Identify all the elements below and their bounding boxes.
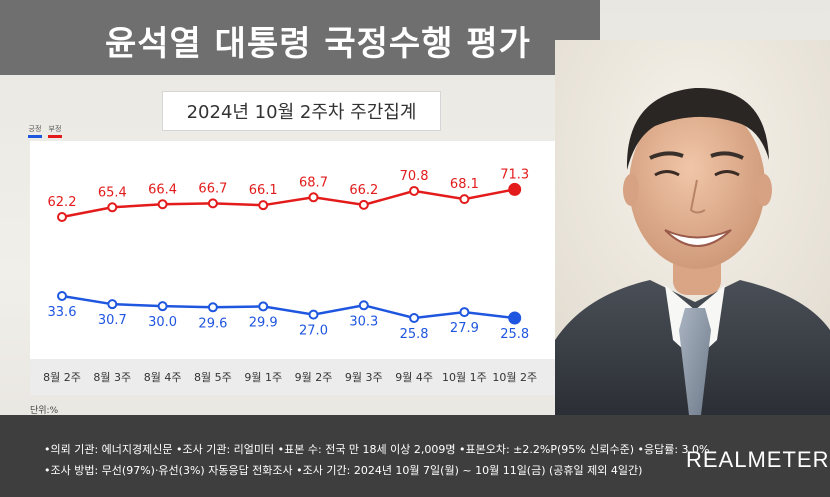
data-point-negative [409,185,420,196]
x-tick-label: 9월 2주 [295,371,333,384]
data-point-positive [57,291,67,301]
x-tick-layer: 8월 2주 8월 3주 8월 4주 8월 5주 9월 1주 9월 2주 9월 3주 9월 4주… [43,371,537,384]
data-point-negative [207,198,218,209]
data-label-negative: 66.7 [198,181,227,196]
unit-label: 단위:% [30,406,59,416]
legend-swatch-negative [48,135,62,138]
data-point-negative [157,199,168,210]
legend-label-positive: 긍정 [28,125,42,133]
legend-item-negative: 부정 [48,124,62,138]
data-label-negative: 66.1 [249,183,278,198]
series-line-positive [61,294,515,320]
data-point-positive [207,302,218,313]
data-point-negative [459,194,470,205]
series-line-negative [61,188,515,219]
data-label-positive: 27.9 [450,321,479,336]
president-portrait [555,40,830,415]
survey-info-line1: •의뢰 기관: 에너지경제신문 •조사 기관: 리얼미터 •표본 수: 전국 만… [44,443,710,456]
data-label-negative: 62.2 [48,195,77,210]
x-tick-label: 8월 4주 [144,371,182,384]
data-label-negative: 68.1 [450,177,479,192]
chart-title: 윤석열 대통령 국정수행 평가 [105,24,531,64]
data-point-positive [459,307,470,318]
data-point-positive [258,301,269,312]
x-tick-label: 10월 1주 [442,371,487,384]
x-tick-label: 9월 3주 [345,371,383,384]
data-label-positive: 30.7 [98,313,127,328]
data-point-negative [508,182,522,196]
data-point-negative [308,192,319,203]
series-layer: 62.2 65.4 66.4 66.7 66.1 68.7 66.2 70.8 68.1 71.3… [48,167,530,342]
data-label-negative: 70.8 [400,169,429,184]
data-label-positive: 25.8 [500,327,529,342]
data-point-positive [157,301,168,312]
data-label-negative: 71.3 [500,167,529,182]
data-point-negative [57,212,67,222]
data-label-positive: 29.9 [249,315,278,330]
survey-info-line2: •조사 방법: 무선(97%)·유선(3%) 자동응답 전화조사 •조사 기간:… [44,464,643,477]
data-point-positive [308,309,319,320]
brand-logo: REALMETER [686,447,830,472]
data-label-positive: 30.0 [148,315,177,330]
chart-panel [30,141,598,359]
data-label-negative: 66.4 [148,182,177,197]
x-tick-label: 8월 5주 [194,371,232,384]
x-tick-label: 8월 3주 [93,371,131,384]
data-point-positive [107,299,118,310]
x-axis-area [30,359,598,395]
data-point-positive [358,300,369,311]
data-point-negative [258,200,269,211]
legend: 긍정 부정 [28,124,62,138]
data-point-negative [358,199,369,210]
chart-subtitle: 2024년 10월 2주차 주간집계 [162,91,441,131]
data-label-positive: 25.8 [400,327,429,342]
data-label-positive: 27.0 [299,324,328,339]
data-label-positive: 30.3 [349,314,378,329]
data-label-negative: 68.7 [299,175,328,190]
data-label-negative: 65.4 [98,185,127,200]
footer [0,415,830,497]
x-tick-label: 9월 4주 [395,371,433,384]
data-point-positive [508,311,522,325]
data-point-positive [409,312,420,323]
legend-swatch-positive [28,135,42,138]
x-tick-label: 10월 2주 [492,371,537,384]
title-bar [0,0,600,75]
legend-item-positive: 긍정 [28,124,42,138]
data-label-positive: 33.6 [48,305,77,320]
x-tick-label: 8월 2주 [43,371,81,384]
legend-label-negative: 부정 [48,125,62,133]
data-label-negative: 66.2 [349,183,378,198]
data-point-negative [107,202,118,213]
x-tick-label: 9월 1주 [244,371,282,384]
data-label-positive: 29.6 [198,316,227,331]
